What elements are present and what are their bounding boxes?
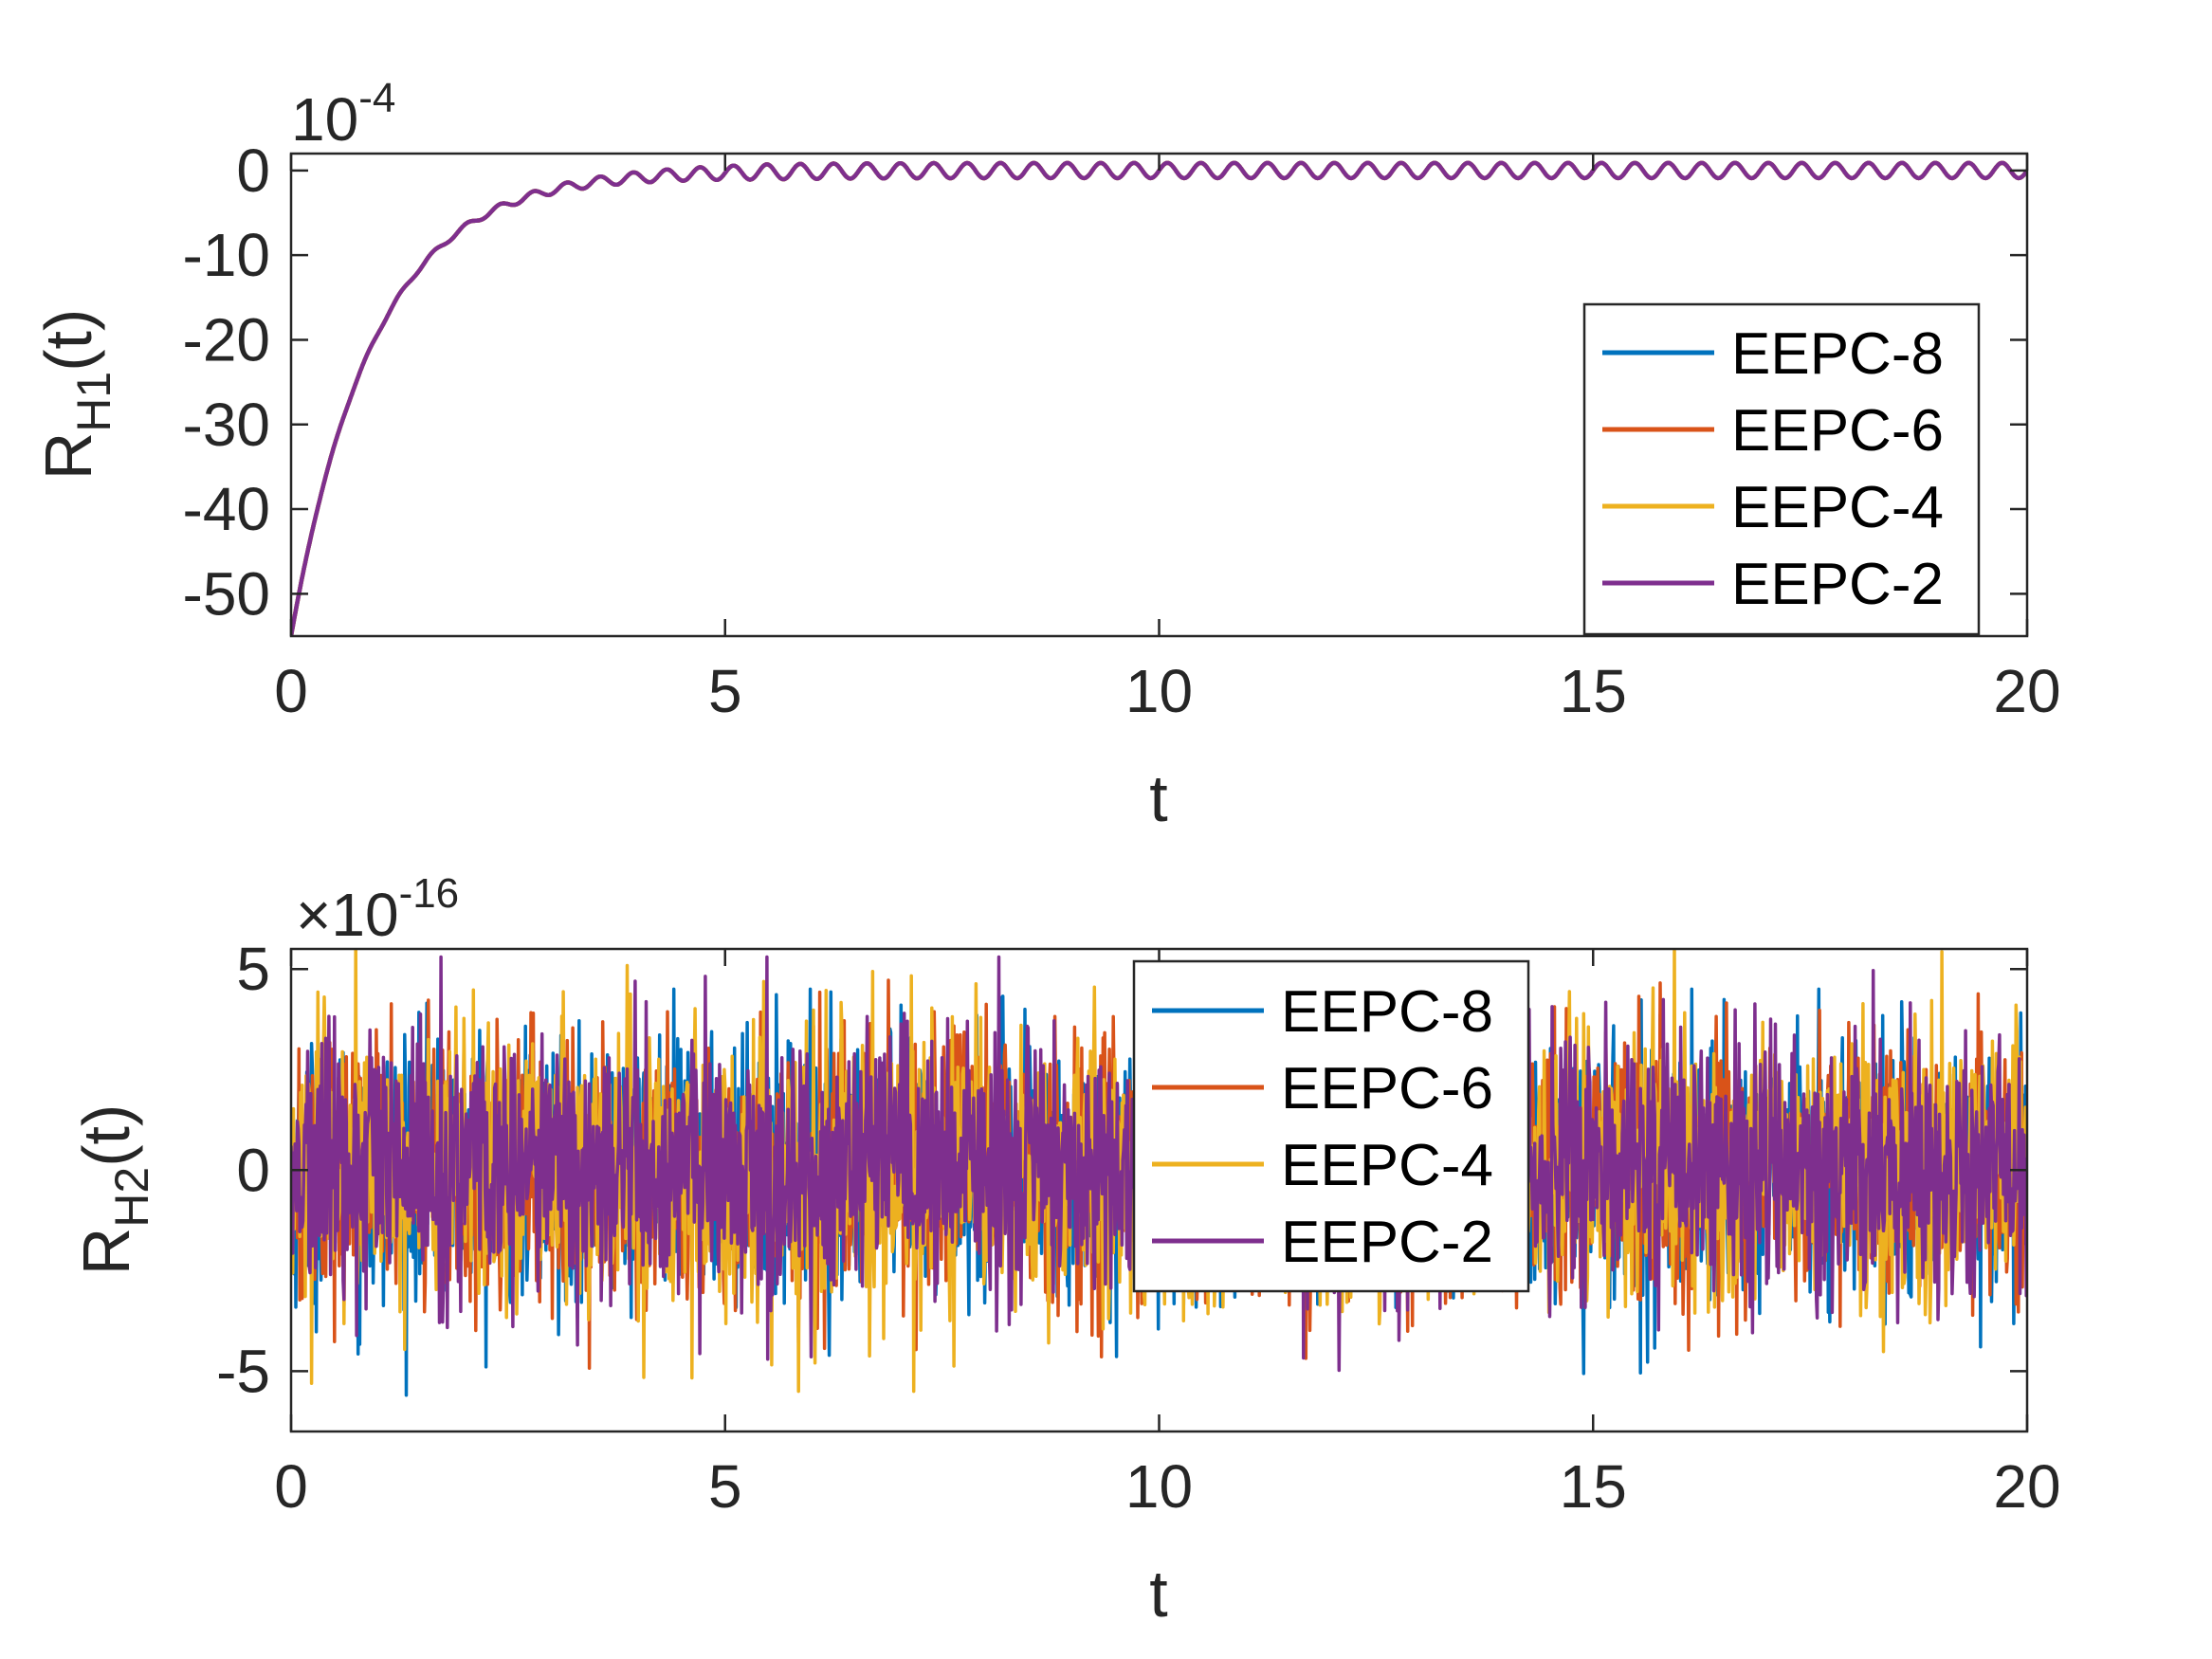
bottom-xtick-label: 0 <box>274 1452 308 1521</box>
bottom-legend-label-eepc-8: EEPC-8 <box>1281 979 1493 1045</box>
top-xtick-label: 15 <box>1560 657 1627 725</box>
top-ytick-label: -40 <box>183 475 271 543</box>
bottom-legend-label-eepc-4: EEPC-4 <box>1281 1133 1493 1198</box>
bottom-xtick-labels: 0 5 10 15 20 <box>274 1452 2060 1521</box>
top-ylabel-main: R <box>31 432 105 481</box>
top-ylabel: RH1(t) <box>31 309 120 481</box>
bottom-ytick-label: -5 <box>216 1337 270 1405</box>
top-exponent-label: 10-4 <box>291 75 395 154</box>
top-xtick-label: 5 <box>708 657 742 725</box>
bottom-xtick-label: 5 <box>708 1452 742 1521</box>
bottom-xtick-label: 10 <box>1125 1452 1193 1521</box>
bottom-ytick-label: 5 <box>236 935 270 1003</box>
top-ylabel-suffix: (t) <box>31 309 105 372</box>
top-legend-label-eepc-6: EEPC-6 <box>1731 398 1944 464</box>
top-xtick-label: 20 <box>1993 657 2060 725</box>
top-legend: EEPC-8 EEPC-6 EEPC-4 EEPC-2 <box>1582 302 1981 636</box>
bottom-xtick-label: 20 <box>1993 1452 2060 1521</box>
bottom-legend: EEPC-8 EEPC-6 EEPC-4 EEPC-2 <box>1132 959 1530 1293</box>
bottom-xtick-label: 15 <box>1560 1452 1627 1521</box>
bottom-ylabel-main: R <box>69 1228 143 1276</box>
top-ytick-label: -30 <box>183 391 271 459</box>
bottom-ylabel-sub: H2 <box>105 1167 158 1228</box>
bottom-axes: 0 5 10 15 20 -5 0 5 ×10-16 t RH2(t) EEPC… <box>69 870 2061 1631</box>
top-ytick-label: -50 <box>183 559 271 628</box>
bottom-xlabel: t <box>1149 1557 1167 1631</box>
top-axes: 0 5 10 15 20 -50 -40 -30 -20 -10 0 10-4 … <box>31 75 2061 835</box>
bottom-ylabel-suffix: (t) <box>69 1104 143 1167</box>
top-ytick-labels: -50 -40 -30 -20 -10 0 <box>183 137 271 628</box>
top-ylabel-sub: H1 <box>67 372 120 432</box>
top-ytick-label: -10 <box>183 221 271 289</box>
top-xtick-label: 10 <box>1125 657 1193 725</box>
top-legend-label-eepc-4: EEPC-4 <box>1731 475 1944 540</box>
bottom-legend-box <box>1132 959 1530 1293</box>
top-exponent-base: 10 <box>291 85 358 154</box>
top-xtick-label: 0 <box>274 657 308 725</box>
bottom-tick-marks <box>289 949 2029 1431</box>
bottom-exponent-power: -16 <box>399 870 460 917</box>
bottom-legend-label-eepc-6: EEPC-6 <box>1281 1056 1493 1121</box>
top-exponent-power: -4 <box>358 75 395 121</box>
top-xlabel: t <box>1149 761 1167 835</box>
top-xtick-labels: 0 5 10 15 20 <box>274 657 2060 725</box>
bottom-ytick-labels: -5 0 5 <box>216 935 270 1405</box>
bottom-exponent-prefix: × <box>296 881 331 949</box>
bottom-exponent-label: ×10-16 <box>296 870 459 949</box>
top-legend-box <box>1582 302 1981 636</box>
top-legend-label-eepc-8: EEPC-8 <box>1731 321 1944 387</box>
top-ytick-label: -20 <box>183 305 271 374</box>
top-legend-label-eepc-2: EEPC-2 <box>1731 552 1944 617</box>
bottom-exponent-base: 10 <box>331 881 398 949</box>
top-ytick-label: 0 <box>236 137 270 205</box>
bottom-ylabel: RH2(t) <box>69 1104 158 1276</box>
bottom-ytick-label: 0 <box>236 1136 270 1204</box>
bottom-legend-label-eepc-2: EEPC-2 <box>1281 1210 1493 1275</box>
